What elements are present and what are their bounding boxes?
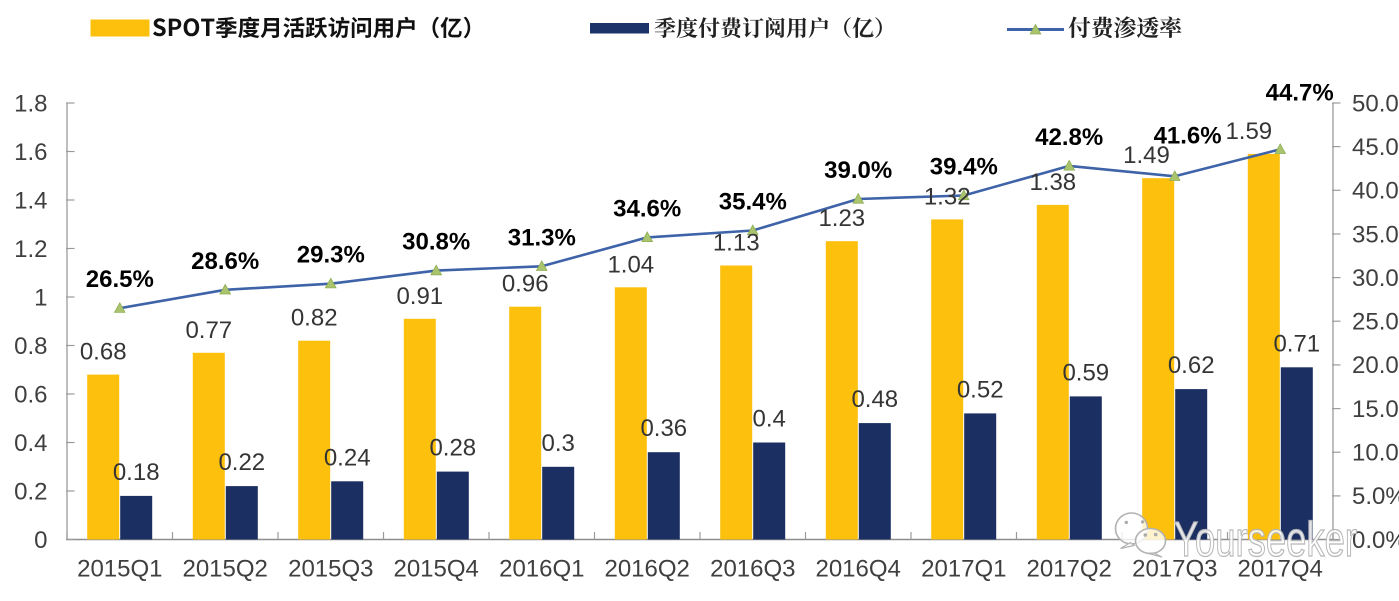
svg-text:2015Q1: 2015Q1 <box>77 556 162 583</box>
svg-text:29.3%: 29.3% <box>297 242 365 269</box>
svg-text:0.82: 0.82 <box>291 305 338 332</box>
svg-text:0.0%: 0.0% <box>1352 527 1399 554</box>
svg-text:28.6%: 28.6% <box>191 248 259 275</box>
svg-text:2016Q4: 2016Q4 <box>815 556 900 583</box>
svg-text:1.04: 1.04 <box>607 251 654 278</box>
svg-text:1.13: 1.13 <box>713 230 760 257</box>
svg-text:1.23: 1.23 <box>818 205 865 232</box>
svg-text:31.3%: 31.3% <box>508 224 576 251</box>
svg-text:2015Q3: 2015Q3 <box>288 556 373 583</box>
svg-text:0.22: 0.22 <box>218 449 265 476</box>
svg-text:1.38: 1.38 <box>1029 169 1076 196</box>
svg-text:0.62: 0.62 <box>1168 352 1215 379</box>
svg-text:0.2: 0.2 <box>14 478 47 505</box>
svg-text:30.0%: 30.0% <box>1352 265 1399 292</box>
svg-text:50.0%: 50.0% <box>1352 90 1399 117</box>
svg-text:2017Q1: 2017Q1 <box>921 556 1006 583</box>
svg-text:5.0%: 5.0% <box>1352 483 1399 510</box>
svg-text:Yourseeker: Yourseeker <box>1174 513 1357 567</box>
svg-text:0.59: 0.59 <box>1062 359 1109 386</box>
svg-text:44.7%: 44.7% <box>1266 80 1334 107</box>
svg-text:39.4%: 39.4% <box>930 154 998 181</box>
svg-text:0.24: 0.24 <box>324 444 371 471</box>
svg-text:0.68: 0.68 <box>80 339 127 366</box>
svg-text:20.0%: 20.0% <box>1352 352 1399 379</box>
svg-text:1.32: 1.32 <box>924 183 971 210</box>
svg-text:0.48: 0.48 <box>851 386 898 413</box>
svg-text:34.6%: 34.6% <box>613 195 681 222</box>
svg-text:0.18: 0.18 <box>113 459 160 486</box>
svg-text:39.0%: 39.0% <box>824 157 892 184</box>
svg-text:0.4: 0.4 <box>14 430 47 457</box>
svg-text:2017Q3: 2017Q3 <box>1132 556 1217 583</box>
svg-text:35.4%: 35.4% <box>719 189 787 216</box>
svg-text:1: 1 <box>34 284 47 311</box>
svg-text:0.96: 0.96 <box>502 271 549 298</box>
svg-text:2015Q2: 2015Q2 <box>182 556 267 583</box>
svg-text:0.3: 0.3 <box>542 430 575 457</box>
svg-text:1.59: 1.59 <box>1225 118 1272 145</box>
svg-text:2016Q1: 2016Q1 <box>499 556 584 583</box>
svg-text:0: 0 <box>34 527 47 554</box>
svg-text:0.6: 0.6 <box>14 381 47 408</box>
svg-text:0.52: 0.52 <box>957 376 1004 403</box>
svg-text:0.91: 0.91 <box>396 283 443 310</box>
svg-text:15.0%: 15.0% <box>1352 396 1399 423</box>
svg-text:0.4: 0.4 <box>753 406 786 433</box>
svg-text:1.6: 1.6 <box>14 139 47 166</box>
svg-text:0.8: 0.8 <box>14 333 47 360</box>
svg-text:40.0%: 40.0% <box>1352 178 1399 205</box>
svg-text:2017Q4: 2017Q4 <box>1237 556 1322 583</box>
svg-text:1.8: 1.8 <box>14 90 47 117</box>
svg-text:0.71: 0.71 <box>1273 330 1320 357</box>
svg-text:26.5%: 26.5% <box>86 266 154 293</box>
svg-text:2016Q3: 2016Q3 <box>710 556 795 583</box>
svg-text:42.8%: 42.8% <box>1035 124 1103 151</box>
svg-text:0.36: 0.36 <box>640 415 687 442</box>
svg-text:2016Q2: 2016Q2 <box>604 556 689 583</box>
svg-text:2017Q2: 2017Q2 <box>1026 556 1111 583</box>
svg-text:0.77: 0.77 <box>185 317 232 344</box>
svg-text:35.0%: 35.0% <box>1352 221 1399 248</box>
svg-text:1.4: 1.4 <box>14 187 47 214</box>
svg-text:1.49: 1.49 <box>1123 142 1170 169</box>
svg-text:1.2: 1.2 <box>14 236 47 263</box>
svg-text:2015Q4: 2015Q4 <box>393 556 478 583</box>
svg-text:41.6%: 41.6% <box>1154 123 1222 150</box>
svg-text:10.0%: 10.0% <box>1352 440 1399 467</box>
svg-text:45.0%: 45.0% <box>1352 134 1399 161</box>
svg-text:0.28: 0.28 <box>429 435 476 462</box>
svg-text:25.0%: 25.0% <box>1352 309 1399 336</box>
svg-text:30.8%: 30.8% <box>402 229 470 256</box>
